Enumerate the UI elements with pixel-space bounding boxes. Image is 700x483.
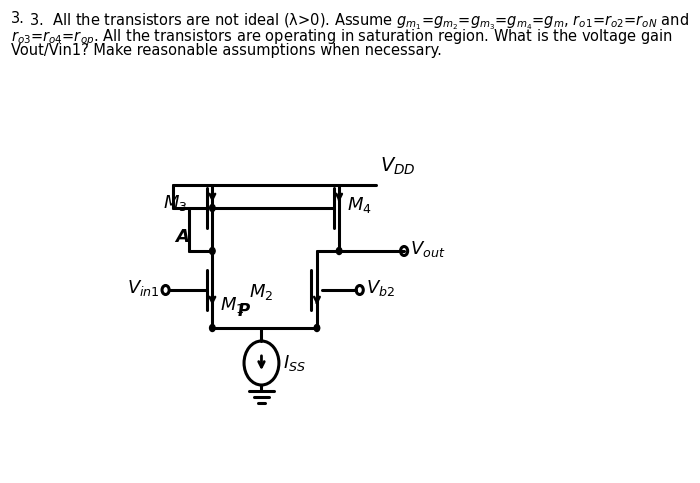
Text: A: A xyxy=(175,228,188,246)
Circle shape xyxy=(209,325,215,331)
Text: P: P xyxy=(237,302,250,320)
Text: $M_3$: $M_3$ xyxy=(162,193,187,213)
Text: 3.  All the transistors are not ideal (λ>0). Assume $g_{m_1}$=$g_{m_2}$=$g_{m_3}: 3. All the transistors are not ideal (λ>… xyxy=(29,11,689,31)
Text: Vout/Vin1? Make reasonable assumptions when necessary.: Vout/Vin1? Make reasonable assumptions w… xyxy=(11,43,442,58)
Text: $V_{out}$: $V_{out}$ xyxy=(410,239,446,259)
Text: 3.: 3. xyxy=(11,11,25,26)
Text: $I_{SS}$: $I_{SS}$ xyxy=(283,353,306,373)
Text: $V_{DD}$: $V_{DD}$ xyxy=(380,156,416,177)
Circle shape xyxy=(336,247,342,255)
Text: $V_{b2}$: $V_{b2}$ xyxy=(366,278,395,298)
Text: $M_1$: $M_1$ xyxy=(220,295,245,315)
Circle shape xyxy=(314,325,320,331)
Text: $V_{in1}$: $V_{in1}$ xyxy=(127,278,160,298)
Text: $M_2$: $M_2$ xyxy=(249,282,274,302)
Circle shape xyxy=(209,204,215,212)
Text: $r_{o3}$=$r_{o4}$=$r_{op}$. All the transistors are operating in saturation regi: $r_{o3}$=$r_{o4}$=$r_{op}$. All the tran… xyxy=(11,27,673,48)
Circle shape xyxy=(209,247,215,255)
Text: $M_4$: $M_4$ xyxy=(347,195,372,215)
